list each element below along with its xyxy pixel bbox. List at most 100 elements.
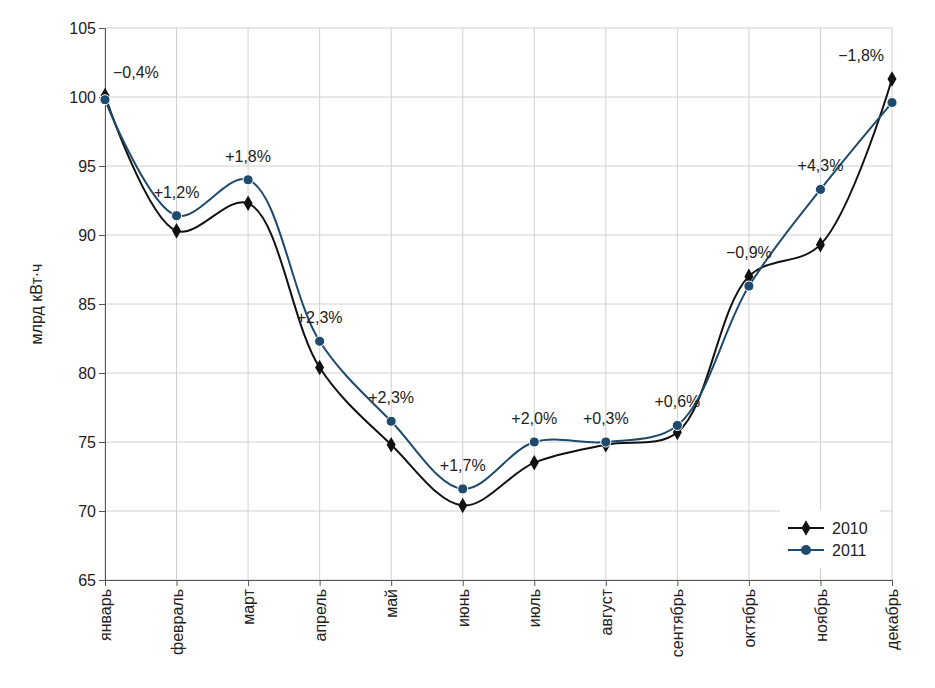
tick: декабрь bbox=[884, 580, 901, 650]
grid-line bbox=[248, 28, 249, 580]
annotation: +1,8% bbox=[225, 148, 271, 165]
series-line bbox=[105, 79, 892, 505]
grid-line bbox=[319, 28, 320, 580]
tick-label: август bbox=[598, 588, 615, 635]
marker bbox=[815, 184, 825, 194]
tick: 95 bbox=[78, 158, 105, 175]
tick-label: 90 bbox=[78, 227, 96, 244]
marker bbox=[601, 437, 611, 447]
tick-mark bbox=[99, 28, 105, 29]
tick-label: март bbox=[240, 588, 257, 624]
axis-line bbox=[99, 29, 106, 581]
grid-line bbox=[605, 28, 606, 580]
annotation: +0,6% bbox=[654, 393, 700, 410]
tick-mark bbox=[105, 580, 106, 586]
grid-line bbox=[462, 28, 463, 580]
marker bbox=[315, 336, 325, 346]
marker bbox=[172, 223, 181, 239]
grid-line bbox=[105, 97, 892, 98]
marker bbox=[672, 420, 682, 430]
tick: 65 bbox=[78, 572, 105, 589]
tick: 85 bbox=[78, 296, 105, 313]
grid-line bbox=[105, 235, 892, 236]
marker bbox=[816, 237, 825, 253]
tick: октябрь bbox=[741, 580, 758, 647]
tick: июль bbox=[526, 580, 543, 627]
tick: март bbox=[240, 580, 257, 625]
grid-line bbox=[105, 166, 892, 167]
tick-mark bbox=[749, 580, 750, 586]
tick-mark bbox=[892, 580, 893, 586]
legend-marker bbox=[801, 545, 811, 555]
tick-label: 85 bbox=[78, 296, 96, 313]
tick-mark bbox=[99, 166, 105, 167]
grid-line bbox=[105, 304, 892, 305]
tick: 105 bbox=[69, 20, 105, 37]
grid-line bbox=[677, 28, 678, 580]
tick-mark bbox=[99, 511, 105, 512]
marker bbox=[887, 97, 897, 107]
grid-line bbox=[105, 442, 892, 443]
tick-mark bbox=[99, 373, 105, 374]
grid-line bbox=[105, 28, 892, 29]
grid-line bbox=[176, 28, 177, 580]
tick-label: апрель bbox=[312, 589, 329, 642]
marker bbox=[171, 211, 181, 221]
grid-line bbox=[534, 28, 535, 580]
grid-line bbox=[820, 28, 821, 580]
tick-label: 80 bbox=[78, 365, 96, 382]
tick-label: 100 bbox=[69, 89, 96, 106]
annotation: +1,2% bbox=[154, 184, 200, 201]
legend: 2010 2011 bbox=[780, 510, 880, 568]
legend-label: 2011 bbox=[832, 542, 867, 559]
tick: август bbox=[598, 580, 615, 635]
tick: май bbox=[383, 580, 400, 618]
annotation: −1,8% bbox=[838, 47, 884, 64]
legend-label: 2010 bbox=[832, 520, 868, 537]
marker bbox=[244, 195, 253, 211]
grid-line bbox=[748, 28, 749, 580]
tick: сентябрь bbox=[669, 580, 686, 657]
grid bbox=[105, 28, 892, 580]
annotations: −0,4%+1,2%+1,8%+2,3%+2,3%+1,7%+2,0%+0,3%… bbox=[113, 47, 884, 474]
tick: июнь bbox=[455, 580, 472, 627]
tick-mark bbox=[99, 580, 105, 581]
marker bbox=[601, 437, 610, 453]
legend-marker bbox=[802, 520, 811, 536]
x-axis: январь февраль март апрель май июнь июль август… bbox=[97, 580, 901, 657]
chart: 65 70 75 80 85 90 95 100 105 январь февраль март апр… bbox=[0, 0, 935, 688]
tick-mark bbox=[534, 580, 535, 586]
tick-label: ноябрь bbox=[813, 589, 830, 642]
legend-box bbox=[780, 510, 880, 568]
grid-line bbox=[892, 28, 893, 580]
tick-label: май bbox=[383, 589, 400, 618]
annotation: +4,3% bbox=[798, 157, 844, 174]
tick: 90 bbox=[78, 227, 105, 244]
tick-mark bbox=[177, 580, 178, 586]
tick-label: 65 bbox=[78, 572, 96, 589]
grid-line bbox=[105, 373, 892, 374]
tick-label: февраль bbox=[169, 589, 186, 655]
tick: январь bbox=[97, 580, 114, 641]
tick-mark bbox=[391, 580, 392, 586]
marker bbox=[530, 455, 539, 471]
y-axis: 65 70 75 80 85 90 95 100 105 bbox=[69, 20, 105, 589]
tick: ноябрь bbox=[813, 580, 830, 642]
tick-label: декабрь bbox=[884, 589, 901, 650]
tick: апрель bbox=[312, 580, 329, 642]
axis-title: млрд кВт·ч bbox=[28, 264, 45, 345]
tick-mark bbox=[606, 580, 607, 586]
tick: 70 bbox=[78, 503, 105, 520]
tick: 80 bbox=[78, 365, 105, 382]
axis-line bbox=[106, 581, 893, 587]
tick-mark bbox=[320, 580, 321, 586]
marker bbox=[458, 498, 467, 514]
tick: 75 bbox=[78, 434, 105, 451]
annotation: +0,3% bbox=[583, 410, 629, 427]
marker bbox=[387, 437, 396, 453]
marker bbox=[458, 484, 468, 494]
tick-mark bbox=[99, 442, 105, 443]
tick: февраль bbox=[169, 580, 186, 655]
grid-line bbox=[391, 28, 392, 580]
tick-label: 75 bbox=[78, 434, 96, 451]
